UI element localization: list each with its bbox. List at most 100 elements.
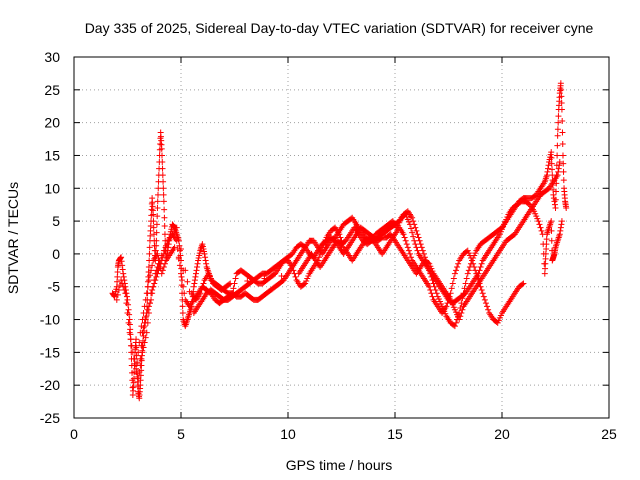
data-point-marker xyxy=(554,132,561,139)
data-point-marker xyxy=(127,336,134,343)
data-point-marker xyxy=(141,339,148,346)
data-point-marker xyxy=(557,224,564,231)
data-point-marker xyxy=(181,290,188,297)
data-point-marker xyxy=(152,270,159,277)
data-point-marker xyxy=(118,258,125,265)
data-point-marker xyxy=(161,231,168,238)
data-point-marker xyxy=(154,250,161,257)
data-point-marker xyxy=(159,159,166,166)
data-point-marker xyxy=(337,234,344,241)
data-point-marker xyxy=(548,237,555,244)
data-point-marker xyxy=(548,218,555,225)
data-point-marker xyxy=(554,142,561,149)
data-point-marker xyxy=(416,237,423,244)
data-point-marker xyxy=(520,280,527,287)
data-point-marker xyxy=(559,129,566,136)
data-point-marker xyxy=(554,126,561,133)
data-point-marker xyxy=(151,277,158,284)
data-point-marker xyxy=(462,280,469,287)
data-point-marker xyxy=(451,323,458,330)
data-point-marker xyxy=(402,237,409,244)
data-point-marker xyxy=(545,165,552,172)
x-tick-label: 0 xyxy=(70,426,78,442)
data-point-marker xyxy=(556,162,563,169)
data-point-marker xyxy=(409,214,416,221)
data-point-marker xyxy=(411,237,418,244)
data-point-marker xyxy=(169,231,176,238)
data-point-marker xyxy=(160,198,167,205)
data-point-marker xyxy=(452,267,459,274)
data-point-marker xyxy=(119,280,126,287)
data-point-marker xyxy=(179,309,186,316)
data-point-marker xyxy=(555,113,562,120)
data-point-marker xyxy=(161,206,168,213)
data-point-marker xyxy=(401,234,408,241)
data-point-marker xyxy=(415,234,422,241)
data-point-marker xyxy=(150,283,157,290)
data-point-marker xyxy=(552,196,559,203)
data-point-marker xyxy=(119,266,126,273)
data-point-marker xyxy=(153,221,160,228)
data-point-marker xyxy=(148,206,155,213)
data-point-marker xyxy=(194,264,201,271)
data-point-marker xyxy=(548,154,555,161)
data-point-marker xyxy=(459,306,466,313)
data-point-marker xyxy=(560,168,567,175)
y-tick-label: -10 xyxy=(40,312,60,328)
data-point-marker xyxy=(427,287,434,294)
data-point-marker xyxy=(537,224,544,231)
y-tick-label: -5 xyxy=(48,279,61,295)
data-point-marker xyxy=(452,319,459,326)
data-point-marker xyxy=(121,287,128,294)
data-point-marker xyxy=(428,290,435,297)
data-point-marker xyxy=(409,229,416,236)
data-point-marker xyxy=(154,204,161,211)
data-point-marker xyxy=(146,244,153,251)
data-point-marker xyxy=(544,168,551,175)
data-point-marker xyxy=(230,285,237,292)
data-point-marker xyxy=(136,369,143,376)
data-point-marker xyxy=(203,260,210,267)
x-axis-ticks: 0 5 10 15 20 25 xyxy=(70,57,617,442)
data-point-marker xyxy=(400,231,407,238)
data-point-marker xyxy=(479,290,486,297)
data-point-marker xyxy=(429,293,436,300)
data-point-marker xyxy=(451,270,458,277)
data-point-marker xyxy=(519,281,526,288)
data-point-marker xyxy=(406,221,413,228)
data-point-marker xyxy=(133,336,140,343)
data-point-marker xyxy=(133,352,140,359)
data-point-marker xyxy=(418,244,425,251)
data-point-marker xyxy=(559,117,566,124)
data-point-marker xyxy=(139,329,146,336)
data-point-marker xyxy=(550,191,557,198)
data-point-marker xyxy=(556,231,563,238)
data-point-marker xyxy=(171,244,178,251)
data-point-marker xyxy=(194,260,201,267)
data-point-marker xyxy=(114,291,121,298)
data-point-marker xyxy=(154,264,161,271)
data-point-marker xyxy=(558,221,565,228)
data-point-marker xyxy=(161,260,168,267)
data-point-marker xyxy=(146,300,153,307)
data-point-marker xyxy=(161,214,168,221)
data-point-marker xyxy=(179,303,186,310)
data-point-marker xyxy=(538,227,545,234)
data-point-marker xyxy=(178,245,184,252)
data-point-marker xyxy=(408,254,415,261)
data-point-marker xyxy=(124,296,131,303)
y-tick-label: 10 xyxy=(44,180,60,196)
data-point-marker xyxy=(200,280,207,287)
data-point-marker xyxy=(414,231,421,238)
data-point-marker xyxy=(469,257,476,264)
data-point-marker xyxy=(458,309,465,316)
data-point-marker xyxy=(135,375,142,382)
data-point-marker xyxy=(548,160,555,167)
data-point-marker xyxy=(148,296,155,303)
data-point-marker xyxy=(118,277,125,284)
data-point-marker xyxy=(555,119,562,126)
data-point-marker xyxy=(406,250,413,257)
data-point-marker xyxy=(178,270,184,277)
data-point-marker xyxy=(160,264,167,271)
data-point-marker xyxy=(558,99,565,106)
